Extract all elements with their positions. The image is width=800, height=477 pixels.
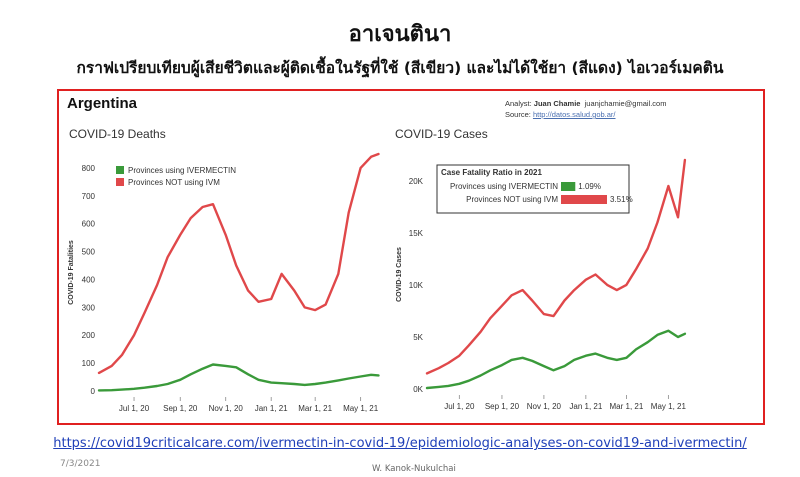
inset-box <box>436 164 630 214</box>
cases-xtick-label: Nov 1, 20 <box>527 402 562 411</box>
deaths-legend-swatch <box>116 166 124 174</box>
slide-title: อาเจนตินา <box>348 22 452 47</box>
chart-frame: Argentina Analyst: Juan Chamie juanjcham… <box>57 89 765 425</box>
deaths-chart-title: COVID-19 Deaths <box>69 127 166 141</box>
inset-bar <box>561 182 576 191</box>
deaths-xtick-label: Nov 1, 20 <box>209 404 244 413</box>
deaths-ytick-label: 500 <box>82 248 96 257</box>
deaths-xtick-label: May 1, 21 <box>343 404 379 413</box>
inset-value: 3.51% <box>610 195 633 204</box>
cases-ytick-label: 10K <box>409 281 424 290</box>
source-link[interactable]: http://datos.salud.gob.ar/ <box>532 110 616 119</box>
slide-subtitle: กราฟเปรียบเทียบผู้เสียชีวิตและผู้ติดเชื้… <box>76 59 724 77</box>
cases-xtick-label: Sep 1, 20 <box>485 402 520 411</box>
deaths-ytick-label: 100 <box>82 359 96 368</box>
cases-series-green-line <box>425 329 687 390</box>
analyst-label: Analyst: <box>505 99 532 108</box>
inset-row-label: Provinces using IVERMECTIN <box>450 182 558 191</box>
deaths-ytick-label: 700 <box>82 192 96 201</box>
deaths-xtick-label: Jan 1, 21 <box>255 404 288 413</box>
deaths-ylabel: COVID-19 Fatalities <box>68 240 75 305</box>
cases-ytick-label: 20K <box>409 177 424 186</box>
slide-date: 7/3/2021 <box>60 459 101 469</box>
cases-ylabel: COVID-19 Cases <box>396 247 403 302</box>
slide-author: W. Kanok-Nukulchai <box>372 464 456 474</box>
cases-ytick-label: 0K <box>413 385 423 394</box>
cases-series-red-line <box>425 158 687 375</box>
deaths-legend-label: Provinces NOT using IVM <box>128 178 220 187</box>
deaths-xtick-label: Sep 1, 20 <box>163 404 198 413</box>
deaths-ytick-label: 0 <box>91 387 96 396</box>
analyst-email: juanjchamie@gmail.com <box>584 99 667 108</box>
deaths-ytick-label: 200 <box>82 331 96 340</box>
deaths-legend-label: Provinces using IVERMECTIN <box>128 166 236 175</box>
cases-chart-title: COVID-19 Cases <box>395 127 488 141</box>
cases-xtick-label: Jul 1, 20 <box>444 402 475 411</box>
cases-ytick-label: 15K <box>409 229 424 238</box>
country-heading: Argentina <box>67 95 138 112</box>
deaths-ytick-label: 400 <box>82 275 96 284</box>
deaths-xtick-label: Jul 1, 20 <box>119 404 150 413</box>
inset-row-label: Provinces NOT using IVM <box>466 195 558 204</box>
analyst-name: Juan Chamie <box>533 99 581 108</box>
deaths-legend-swatch <box>116 178 124 186</box>
cases-xtick-label: Mar 1, 21 <box>610 402 644 411</box>
source-label: Source: <box>505 110 531 119</box>
inset-bar <box>561 195 607 204</box>
deaths-ytick-label: 300 <box>82 303 96 312</box>
reference-link[interactable]: https://covid19criticalcare.com/ivermect… <box>53 436 747 451</box>
inset-title: Case Fatality Ratio in 2021 <box>441 168 542 177</box>
cases-xtick-label: Jan 1, 21 <box>569 402 602 411</box>
deaths-ytick-label: 800 <box>82 164 96 173</box>
inset-value: 1.09% <box>578 182 601 191</box>
deaths-series-green-line <box>97 363 380 392</box>
cases-xtick-label: May 1, 21 <box>651 402 687 411</box>
cases-ytick-label: 5K <box>413 333 423 342</box>
charts-svg: 0 100 200 300 400 500 600 700 800 Jul 1, 20 Sep 1,… <box>68 152 687 413</box>
analyst-credit: Analyst: Juan Chamie juanjchamie@gmail.c… <box>505 98 666 120</box>
deaths-xtick-label: Mar 1, 21 <box>298 404 332 413</box>
deaths-series-red-line <box>97 152 380 375</box>
deaths-ytick-label: 600 <box>82 220 96 229</box>
